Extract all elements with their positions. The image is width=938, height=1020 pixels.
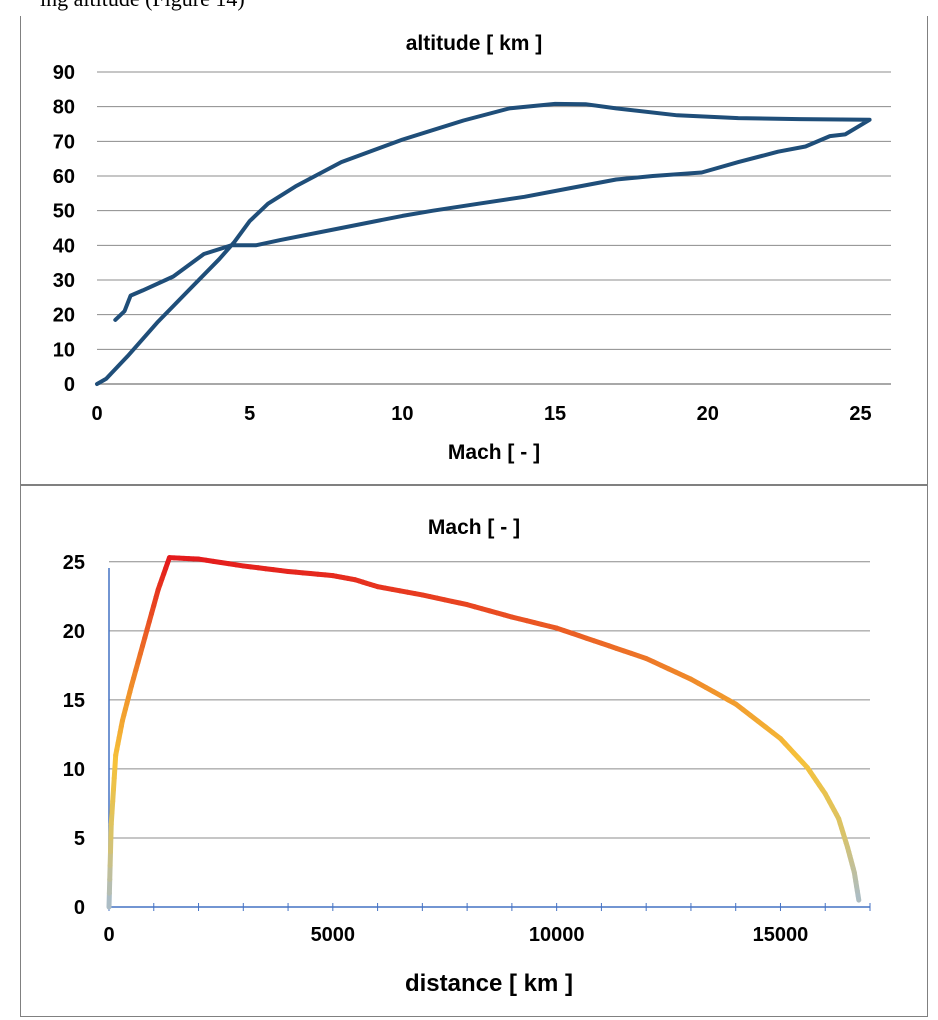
chart-title: Mach [ - ]	[428, 516, 520, 539]
x-axis-label: Mach [ - ]	[448, 441, 540, 464]
altitude-chart: altitude [ km ] 0 10 20 30 40 50 60 70 80 90 0 5 10 15…	[53, 32, 891, 464]
y-tick-label: 90	[53, 62, 75, 84]
header-strip: ing altitude (Figure 14)	[0, 0, 938, 16]
x-tick-label: 15000	[753, 924, 809, 946]
x-tick-label: 20	[697, 403, 719, 425]
y-tick-label: 50	[53, 201, 75, 223]
x-tick-label: 10	[391, 403, 413, 425]
y-tick-label: 80	[53, 97, 75, 119]
y-tick-label: 20	[53, 305, 75, 327]
y-tick-label: 0	[74, 897, 85, 919]
mach-chart: Mach [ - ] 0 5 10 15 20 25 0 5000 10000 15000 dista…	[63, 516, 871, 997]
y-tick-label: 5	[74, 828, 85, 850]
x-tick-label: 25	[849, 403, 871, 425]
y-tick-label: 10	[53, 339, 75, 361]
y-tick-label: 10	[63, 759, 85, 781]
y-tick-label: 70	[53, 131, 75, 153]
header-text: ing altitude (Figure 14)	[40, 0, 245, 12]
series-segment	[855, 892, 862, 903]
chart-title: altitude [ km ]	[406, 32, 543, 55]
x-tick-label: 0	[91, 403, 102, 425]
y-tick-label: 20	[63, 621, 85, 643]
altitude-mach-series	[95, 101, 872, 386]
y-tick-label: 40	[53, 235, 75, 257]
x-axis-label: distance [ km ]	[405, 970, 573, 997]
x-tick-label: 10000	[529, 924, 585, 946]
x-tick-label: 15	[544, 403, 566, 425]
y-tick-label: 25	[63, 552, 85, 574]
altitude-chart-panel: altitude [ km ] 0 10 20 30 40 50 60 70 80 90 0 5 10 15…	[20, 16, 928, 486]
x-tick-label: 0	[103, 924, 114, 946]
mach-distance-series	[106, 555, 862, 910]
y-tick-label: 0	[64, 374, 75, 396]
y-tick-label: 30	[53, 270, 75, 292]
y-tick-label: 60	[53, 166, 75, 188]
x-tick-label: 5000	[311, 924, 356, 946]
mach-chart-panel: Mach [ - ] 0 5 10 15 20 25 0 5000 10000 15000 dista…	[20, 486, 928, 1017]
y-tick-label: 15	[63, 690, 85, 712]
x-tick-label: 5	[244, 403, 255, 425]
